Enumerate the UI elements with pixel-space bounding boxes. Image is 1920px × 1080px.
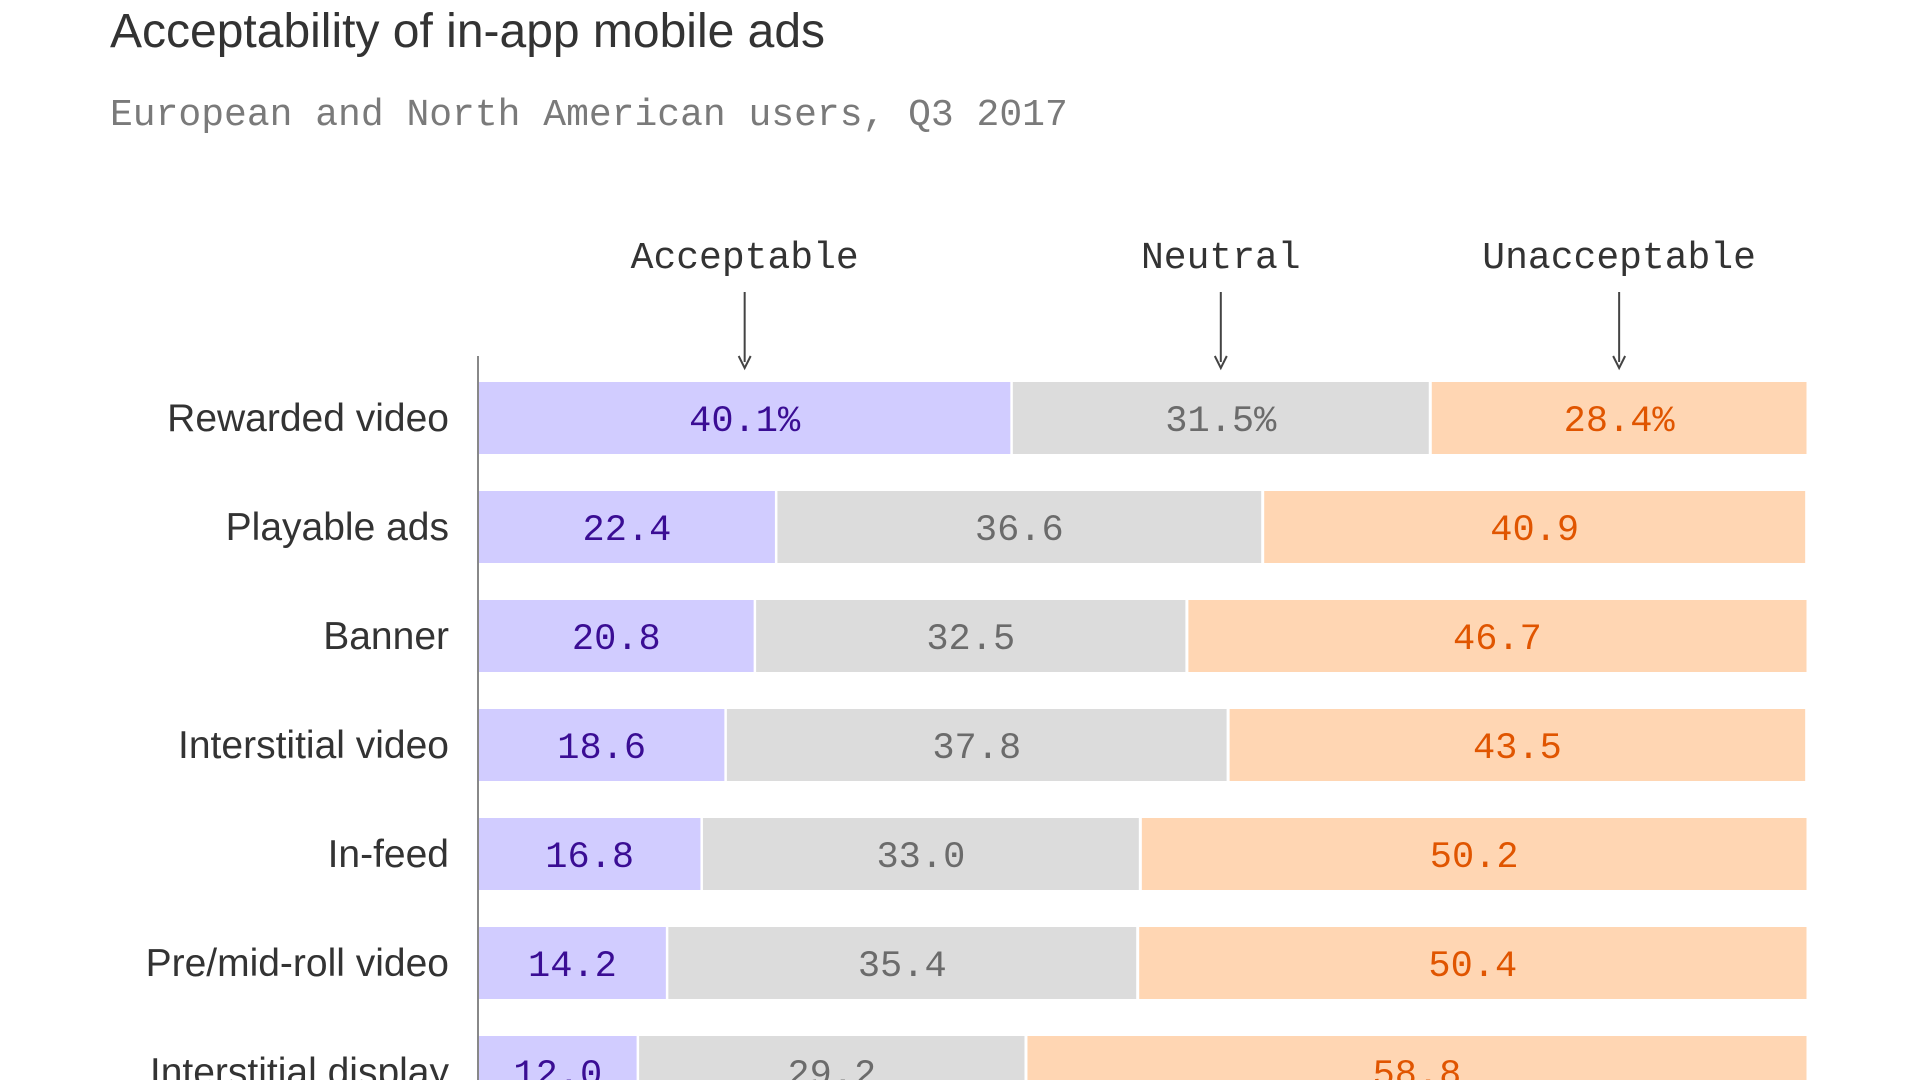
data-label: 50.4	[1428, 946, 1517, 988]
category-label: Rewarded video	[167, 397, 449, 440]
legend-label-neutral: Neutral	[1141, 237, 1301, 280]
data-label: 14.2	[528, 946, 617, 988]
data-label: 22.4	[583, 510, 672, 552]
bar-segment-unacceptable	[1431, 382, 1807, 454]
data-label: 20.8	[572, 619, 661, 661]
bar-segment-acceptable	[479, 709, 725, 781]
category-label: Pre/mid-roll video	[146, 942, 449, 985]
bar-segment-acceptable	[479, 818, 701, 890]
bar-segment-neutral	[702, 818, 1139, 890]
chart-title: Acceptability of in-app mobile ads	[110, 5, 826, 58]
bar-segment-neutral	[726, 709, 1227, 781]
bar-segment-unacceptable	[1139, 927, 1807, 999]
data-label: 33.0	[876, 837, 965, 879]
bar-segment-acceptable	[479, 491, 775, 563]
category-label: Banner	[323, 615, 449, 658]
data-label: 28.4%	[1564, 401, 1676, 443]
data-label: 46.7	[1453, 619, 1542, 661]
bar-segment-neutral	[1012, 382, 1429, 454]
bar-segment-unacceptable	[1229, 709, 1806, 781]
legend-label-unacceptable: Unacceptable	[1482, 237, 1756, 280]
data-label: 58.8	[1373, 1055, 1462, 1080]
data-label: 29.2	[787, 1055, 876, 1080]
bar-segment-unacceptable	[1188, 600, 1807, 672]
data-label: 12.0	[513, 1055, 602, 1080]
data-label: 50.2	[1430, 837, 1519, 879]
arrow-down-icon	[1213, 355, 1228, 371]
bar-segment-unacceptable	[1141, 818, 1807, 890]
bar-segment-neutral	[639, 1036, 1025, 1080]
bar-segment-neutral	[668, 927, 1137, 999]
bar-segment-neutral	[777, 491, 1262, 563]
bar-segment-acceptable	[479, 927, 666, 999]
bar-segment-neutral	[756, 600, 1186, 672]
data-label: 18.6	[557, 728, 646, 770]
category-label: Interstitial video	[178, 724, 449, 767]
data-label: 40.1%	[689, 401, 801, 443]
bar-segment-acceptable	[479, 382, 1011, 454]
data-label: 43.5	[1473, 728, 1562, 770]
bar-segment-unacceptable	[1264, 491, 1806, 563]
bar-segment-acceptable	[479, 1036, 637, 1080]
category-label: In-feed	[328, 833, 449, 876]
data-label: 16.8	[545, 837, 634, 879]
data-label: 32.5	[926, 619, 1015, 661]
data-label: 37.8	[932, 728, 1021, 770]
category-label: Interstitial display	[150, 1051, 450, 1080]
data-label: 35.4	[858, 946, 947, 988]
bar-segment-unacceptable	[1027, 1036, 1807, 1080]
arrow-down-icon	[737, 355, 752, 371]
data-label: 36.6	[975, 510, 1064, 552]
chart-subtitle: European and North American users, Q3 20…	[110, 94, 1068, 137]
data-label: 40.9	[1490, 510, 1579, 552]
arrow-down-icon	[1612, 355, 1627, 371]
bar-segment-acceptable	[479, 600, 754, 672]
category-label: Playable ads	[226, 506, 449, 549]
data-label: 31.5%	[1165, 401, 1277, 443]
legend-label-acceptable: Acceptable	[631, 237, 859, 280]
